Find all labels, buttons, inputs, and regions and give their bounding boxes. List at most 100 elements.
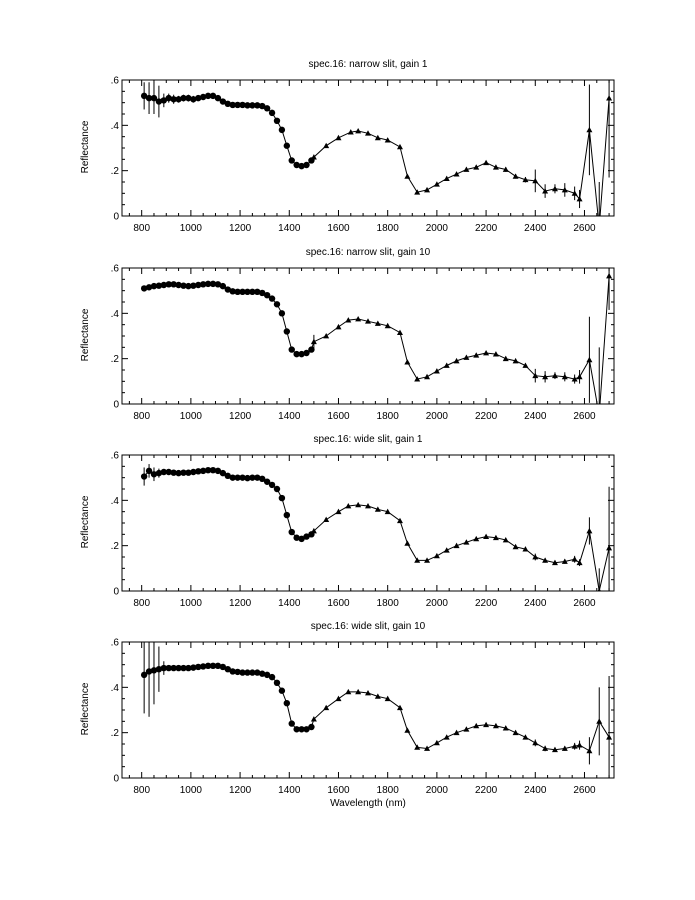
x-tick-label: 1800 xyxy=(377,223,400,234)
x-tick-label: 1600 xyxy=(327,598,350,609)
data-point-triangle xyxy=(433,552,440,559)
data-point-circle xyxy=(259,670,266,677)
data-point-triangle xyxy=(414,376,421,382)
y-tick-label: .4 xyxy=(111,683,120,694)
data-point-circle xyxy=(214,467,222,475)
data-point-triangle xyxy=(492,351,499,357)
y-tick-label: 0 xyxy=(113,587,119,598)
data-point-triangle xyxy=(414,557,421,563)
y-tick-label: .2 xyxy=(111,728,120,739)
data-point-triangle xyxy=(542,188,549,194)
y-axis-label: Reflectance xyxy=(80,495,91,548)
data-point-circle xyxy=(209,92,217,100)
y-tick-label: .4 xyxy=(111,121,120,132)
data-point-circle xyxy=(273,485,281,493)
x-axis-label: Wavelength (nm) xyxy=(330,798,406,809)
data-point-circle xyxy=(263,105,271,112)
y-tick-label: .4 xyxy=(111,309,120,320)
data-point-circle xyxy=(155,666,163,673)
data-point-triangle xyxy=(424,186,431,193)
data-point-circle xyxy=(239,669,246,676)
data-point-triangle xyxy=(463,539,470,545)
data-point-circle xyxy=(150,471,158,478)
data-point-triangle xyxy=(561,558,568,564)
data-point-circle xyxy=(219,469,227,477)
x-tick-label: 2000 xyxy=(426,223,449,234)
data-point-triangle xyxy=(571,376,578,382)
data-point-circle xyxy=(244,102,251,109)
data-point-triangle xyxy=(404,540,411,546)
data-point-circle xyxy=(244,669,251,676)
data-point-circle xyxy=(303,726,310,733)
data-point-triangle xyxy=(443,362,450,368)
data-point-circle xyxy=(160,468,168,476)
data-point-triangle xyxy=(596,412,602,417)
data-point-circle xyxy=(273,679,281,686)
y-tick-label: 0 xyxy=(113,212,119,223)
data-point-circle xyxy=(165,664,172,672)
data-point-triangle xyxy=(365,503,371,509)
x-tick-label: 2200 xyxy=(475,785,498,796)
data-point-triangle xyxy=(345,317,352,323)
data-point-triangle xyxy=(606,95,613,101)
data-point-triangle xyxy=(323,333,330,339)
data-point-circle xyxy=(244,474,251,482)
x-tick-label: 1200 xyxy=(229,598,252,609)
axes: 800 1000 1200 1400 1600 1800 2000 2200 2400 2600 0… xyxy=(111,76,614,234)
data-point-triangle xyxy=(597,588,601,591)
data-point-triangle xyxy=(576,559,583,566)
data-point-circle xyxy=(195,663,202,671)
data-point-triangle xyxy=(522,362,529,368)
data-point-triangle xyxy=(522,734,529,740)
data-point-triangle xyxy=(576,373,583,380)
data-point-circle xyxy=(155,469,163,477)
data-point-circle xyxy=(145,284,153,291)
data-point-circle xyxy=(303,349,310,357)
data-point-circle xyxy=(283,328,291,335)
data-point-circle xyxy=(180,94,187,102)
data-point-circle xyxy=(268,295,276,302)
y-tick-label: .6 xyxy=(111,264,120,275)
y-tick-label: 0 xyxy=(113,400,119,411)
x-tick-label: 2400 xyxy=(524,223,547,234)
data-point-triangle xyxy=(551,185,558,192)
data-point-triangle xyxy=(512,173,519,179)
data-point-circle xyxy=(204,466,212,474)
data-point-circle xyxy=(150,94,158,102)
data-point-triangle xyxy=(606,272,613,279)
data-point-triangle xyxy=(335,695,342,702)
data-point-circle xyxy=(288,346,295,353)
data-point-circle xyxy=(180,282,187,289)
data-point-circle xyxy=(214,94,222,102)
data-point-circle xyxy=(229,288,236,295)
data-point-circle xyxy=(249,102,256,109)
data-point-circle xyxy=(234,288,241,295)
data-point-triangle xyxy=(347,129,354,135)
data-point-circle xyxy=(140,285,148,292)
data-point-triangle xyxy=(483,721,490,728)
data-point-circle xyxy=(204,92,212,100)
data-point-triangle xyxy=(374,693,381,699)
data-point-circle xyxy=(229,668,236,675)
data-point-circle xyxy=(288,157,295,164)
data-point-circle xyxy=(155,282,163,289)
data-point-triangle xyxy=(522,176,529,183)
data-point-triangle xyxy=(512,357,519,364)
data-point-circle xyxy=(234,474,241,481)
plot-frame xyxy=(121,641,615,779)
data-point-circle xyxy=(165,94,172,102)
data-point-triangle xyxy=(453,729,460,736)
data-point-triangle xyxy=(345,688,352,695)
chart-title: spec.16: narrow slit, gain 1 xyxy=(309,59,428,70)
data-point-circle xyxy=(204,662,212,669)
data-point-circle xyxy=(263,671,271,679)
data-point-circle xyxy=(214,662,222,669)
x-tick-label: 1600 xyxy=(327,411,350,422)
data-point-triangle xyxy=(396,143,403,150)
data-point-triangle xyxy=(310,527,317,534)
data-point-triangle xyxy=(532,372,539,379)
data-point-triangle xyxy=(571,743,578,749)
data-point-triangle xyxy=(453,171,460,177)
plot-area xyxy=(140,80,613,216)
data-point-triangle xyxy=(606,734,613,740)
